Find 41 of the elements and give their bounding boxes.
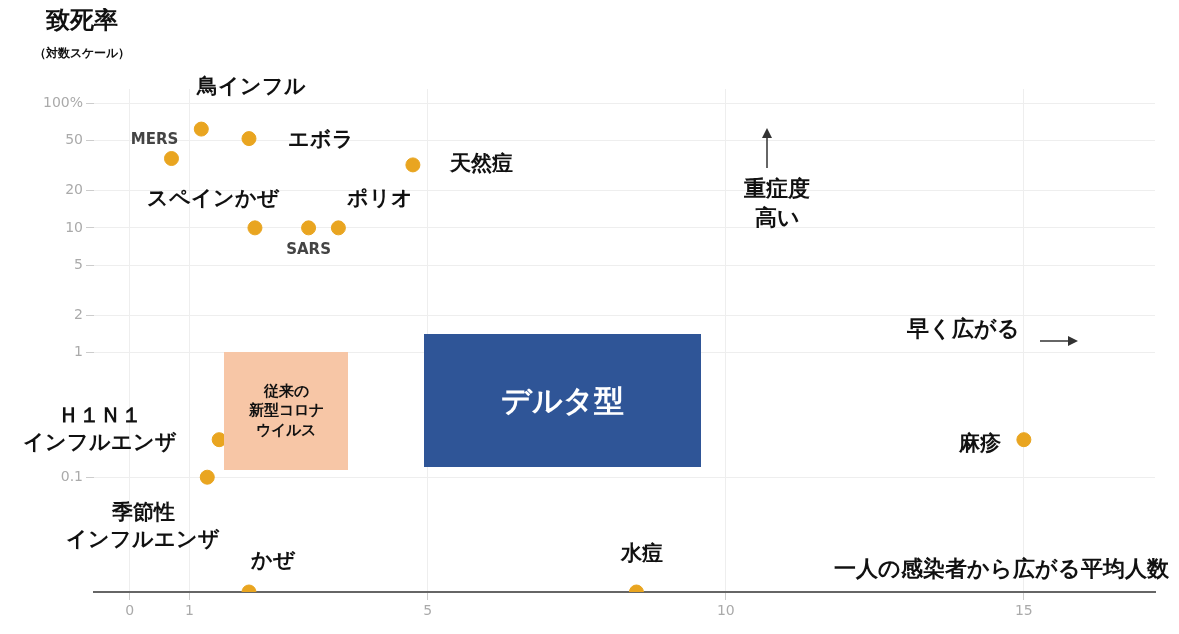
annotation: デルタ型 [501,382,624,420]
y-tick-label: 5 [74,256,83,273]
x-tick-label: 0 [125,602,135,619]
annotation: エボラ [287,127,354,152]
point [247,220,263,236]
annotation: SARS [286,239,331,258]
y-axis-title: 致死率 [45,6,118,35]
x-axis-title: 一人の感染者から広がる平均人数 [834,555,1170,581]
annotation: 麻疹 [957,431,1002,456]
x-tick-label: 1 [184,602,194,619]
y-tick-label: 2 [74,305,83,322]
y-tick-label: 100% [42,93,83,110]
annotation: スペインかぜ [146,186,280,211]
point [1016,432,1032,448]
point [330,220,346,236]
point [193,121,209,137]
y-tick-label: 1 [74,343,83,360]
point [405,157,421,173]
annotation: かぜ [249,548,296,573]
y-tick-label: 20 [65,180,83,197]
annotation: Ｈ１Ｎ１インフルエンザ [23,402,178,454]
annotation: 早く広がる [906,314,1020,343]
point [241,131,257,147]
y-tick-label: 50 [65,131,83,148]
y-tick-label: 10 [65,218,83,235]
x-tick-label: 5 [423,602,433,619]
annotation: ポリオ [346,186,414,211]
x-tick-label: 15 [1014,602,1033,619]
annotation: 重症度高い [744,175,810,232]
annotation: 従来の新型コロナウイルス [248,381,324,441]
point [199,469,215,485]
annotation: 鳥インフル [195,73,306,98]
y-tick-label: 0.1 [60,467,83,484]
annotation: MERS [130,130,179,149]
annotation: 水痘 [620,541,664,566]
point [301,220,317,236]
x-tick-label: 10 [716,602,735,619]
annotation: 天然痘 [449,151,514,176]
text: （対数スケール） [34,46,130,62]
annotation: 季節性インフルエンザ [66,500,221,552]
point [163,151,179,167]
